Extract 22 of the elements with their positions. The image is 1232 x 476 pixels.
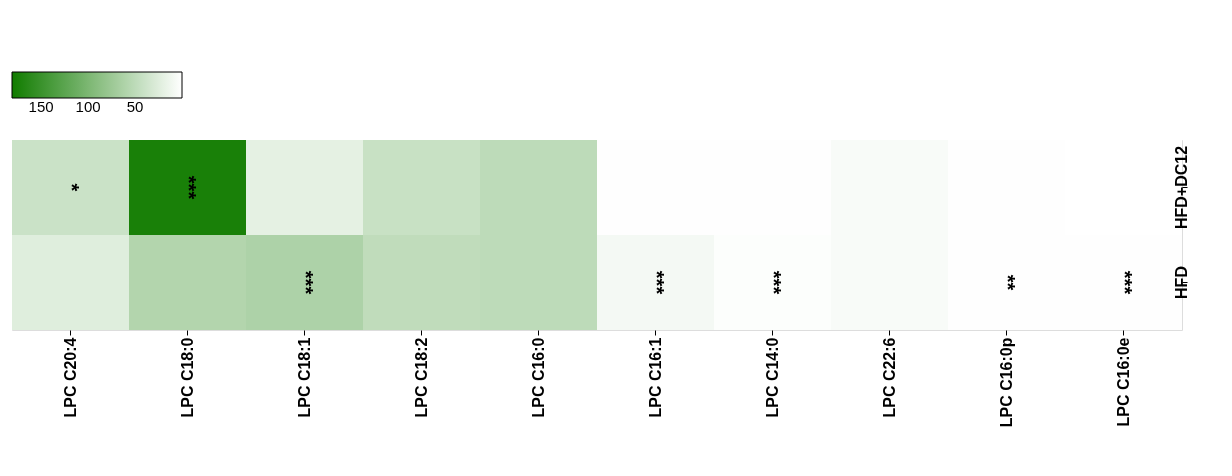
data-label: *** bbox=[177, 175, 200, 200]
x-tick-label: LPC C18:0 bbox=[178, 337, 196, 418]
color-bar-label: 100 bbox=[75, 98, 101, 115]
x-tick-label: LPC C14:0 bbox=[763, 337, 781, 418]
x-tick-label: LPC C16:0 bbox=[529, 337, 547, 418]
data-label: ** bbox=[996, 274, 1019, 291]
x-tick-label: LPC C18:2 bbox=[412, 337, 430, 418]
data-label: *** bbox=[762, 270, 785, 295]
data-label: *** bbox=[294, 270, 317, 295]
y-tick-label: HFD bbox=[1172, 266, 1190, 299]
x-tick-label: LPC C16:0p bbox=[997, 337, 1015, 428]
data-label: *** bbox=[1113, 270, 1136, 295]
x-tick-label: LPC C20:4 bbox=[61, 337, 79, 418]
x-tick-label: LPC C16:0e bbox=[1114, 337, 1132, 427]
y-tick-label: HFD+DC12 bbox=[1172, 145, 1190, 230]
x-tick-label: LPC C22:6 bbox=[880, 337, 898, 418]
data-label: *** bbox=[645, 270, 668, 295]
color-bar-label: 50 bbox=[126, 98, 144, 115]
color-bar-label: 150 bbox=[28, 98, 54, 115]
data-label: * bbox=[60, 183, 83, 192]
x-tick-label: LPC C16:1 bbox=[646, 337, 664, 418]
x-tick-label: LPC C18:1 bbox=[295, 337, 313, 418]
